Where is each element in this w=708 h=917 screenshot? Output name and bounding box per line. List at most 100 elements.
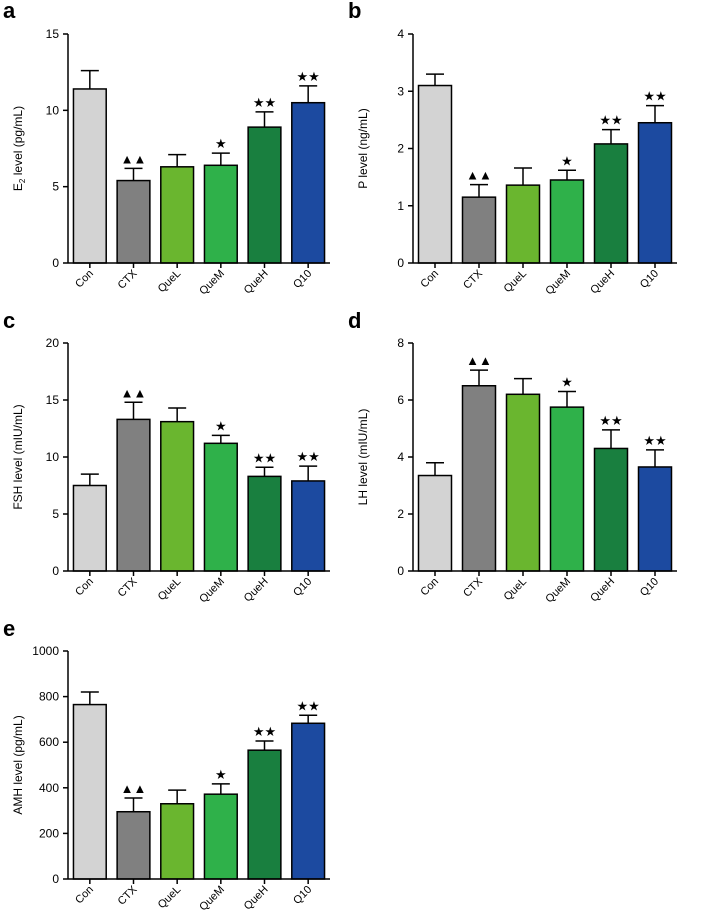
bar-quem <box>203 442 238 572</box>
bar-ctx <box>461 196 497 264</box>
y-tick-label: 3 <box>397 84 404 98</box>
significance-mark: ★ <box>561 374 573 389</box>
significance-mark: ★★ <box>253 450 276 465</box>
y-tick-label: 800 <box>39 690 59 704</box>
y-tick-label: 200 <box>39 826 59 840</box>
significance-mark: ▲▲ <box>466 353 492 368</box>
y-tick-label: 0 <box>52 564 59 578</box>
y-tick-label: 5 <box>52 507 59 521</box>
x-tick-label: Q10 <box>291 884 314 907</box>
bar-quem <box>549 406 585 572</box>
x-tick-label: QueH <box>588 268 617 297</box>
y-tick-label: 0 <box>52 872 59 886</box>
y-tick-label: 4 <box>397 450 404 464</box>
y-tick-label: 2 <box>397 142 404 156</box>
significance-mark: ★★ <box>599 413 622 428</box>
significance-mark: ★ <box>215 136 227 151</box>
significance-mark: ★★ <box>253 724 276 739</box>
y-tick-label: 2 <box>397 507 404 521</box>
y-tick-label: 1 <box>397 199 404 213</box>
x-tick-label: Con <box>418 268 441 291</box>
x-tick-label: QueH <box>242 884 271 913</box>
bar-queh <box>247 126 282 264</box>
significance-mark: ★★ <box>297 698 320 713</box>
x-tick-label: CTX <box>461 267 486 292</box>
bar-q10 <box>637 466 673 572</box>
bar-quel <box>160 803 195 880</box>
bar-quel <box>160 166 195 264</box>
significance-mark: ★★ <box>253 95 276 110</box>
significance-mark: ★★ <box>643 433 666 448</box>
bar-con <box>72 703 107 880</box>
chart-panel-d: d Con ▲▲ CTX QueL ★ QueM ★★ QueH ★★ Q10 0 2 4 6 8 LH lev… <box>348 308 677 605</box>
y-tick-label: 4 <box>397 27 404 41</box>
x-tick-label: Q10 <box>291 268 314 291</box>
x-tick-label: QueL <box>502 268 530 296</box>
bar-ctx <box>461 385 497 572</box>
y-axis-label: E2 level (pg/mL) <box>11 106 27 191</box>
bar-ctx <box>116 810 151 880</box>
y-tick-label: 0 <box>397 256 404 270</box>
bar-quem <box>203 793 238 880</box>
bar-quem <box>549 179 585 264</box>
chart-panel-a: a Con ▲▲ CTX QueL ★ QueM ★★ QueH ★★ Q10 0 5 10 15 E2 le… <box>3 0 330 297</box>
y-axis-label: LH level (mIU/mL) <box>356 409 370 506</box>
y-tick-label: 10 <box>46 450 60 464</box>
y-tick-label: 0 <box>52 256 59 270</box>
x-tick-label: QueM <box>197 268 227 298</box>
bar-quel <box>505 184 541 264</box>
x-tick-label: QueL <box>156 576 184 604</box>
bar-quel <box>505 393 541 572</box>
y-tick-label: 10 <box>46 103 60 117</box>
x-tick-label: CTX <box>461 575 486 600</box>
x-tick-label: QueL <box>156 268 184 296</box>
bar-queh <box>593 143 629 264</box>
x-tick-label: QueM <box>543 576 573 606</box>
x-tick-label: Con <box>418 576 441 599</box>
significance-mark: ★ <box>561 153 573 168</box>
significance-mark: ★★ <box>297 449 320 464</box>
x-tick-label: QueL <box>156 884 184 912</box>
bar-queh <box>247 475 282 572</box>
y-tick-label: 15 <box>46 393 60 407</box>
y-axis-label: AMH level (pg/mL) <box>11 715 25 814</box>
y-tick-label: 1000 <box>32 644 59 658</box>
significance-mark: ★ <box>215 767 227 782</box>
bar-quem <box>203 164 238 264</box>
bar-q10 <box>291 101 326 264</box>
significance-mark: ▲▲ <box>121 385 147 400</box>
x-tick-label: Q10 <box>638 576 661 599</box>
panel-label: c <box>3 308 15 333</box>
x-tick-label: QueM <box>197 884 227 914</box>
bar-con <box>417 84 453 264</box>
significance-mark: ▲▲ <box>121 151 147 166</box>
bar-con <box>72 484 107 572</box>
y-tick-label: 6 <box>397 393 404 407</box>
y-tick-label: 20 <box>46 336 60 350</box>
x-tick-label: Con <box>73 884 96 907</box>
x-tick-label: QueH <box>242 268 271 297</box>
significance-mark: ★★ <box>297 69 320 84</box>
chart-panel-b: b Con ▲▲ CTX QueL ★ QueM ★★ QueH ★★ Q10 0 1 2 3 4 P leve… <box>348 0 677 297</box>
chart-panel-e: e Con ▲▲ CTX QueL ★ QueM ★★ QueH ★★ Q10 0 200 400 600 8… <box>3 616 330 913</box>
y-axis-label: FSH level (mIU/mL) <box>11 404 25 509</box>
y-tick-label: 0 <box>397 564 404 578</box>
bar-queh <box>593 447 629 572</box>
bar-con <box>417 474 453 572</box>
bar-q10 <box>291 722 326 880</box>
bar-q10 <box>637 121 673 264</box>
y-tick-label: 400 <box>39 781 59 795</box>
y-tick-label: 15 <box>46 27 60 41</box>
x-tick-label: CTX <box>116 267 141 292</box>
significance-mark: ▲▲ <box>466 168 492 183</box>
significance-mark: ★★ <box>643 89 666 104</box>
panel-label: b <box>348 0 361 23</box>
significance-mark: ▲▲ <box>121 781 147 796</box>
panel-label: e <box>3 616 15 641</box>
x-tick-label: QueH <box>588 576 617 605</box>
panel-label: a <box>3 0 16 23</box>
x-tick-label: QueM <box>543 268 573 298</box>
x-tick-label: QueM <box>197 576 227 606</box>
x-tick-label: QueL <box>502 576 530 604</box>
